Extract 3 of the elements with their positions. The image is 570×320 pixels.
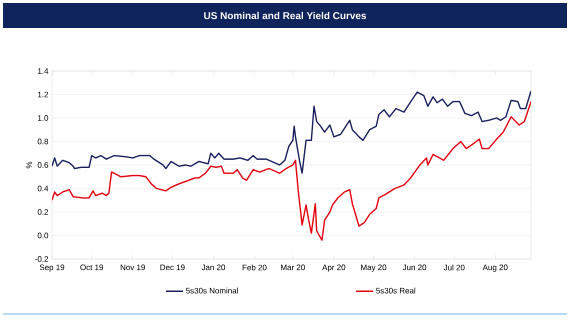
line-series bbox=[52, 100, 532, 241]
chart-title: US Nominal and Real Yield Curves bbox=[204, 12, 366, 20]
line-series bbox=[52, 90, 532, 174]
